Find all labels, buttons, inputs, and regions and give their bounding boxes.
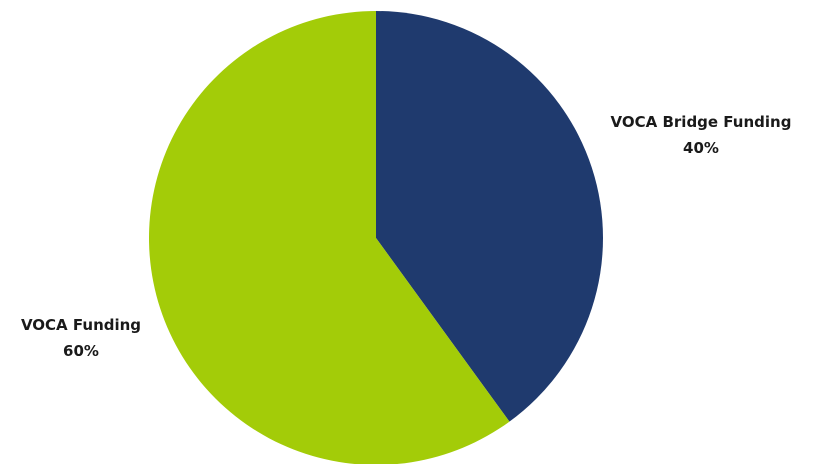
pie-slice-voca-bridge-funding xyxy=(376,11,603,422)
slice-label-group-voca: VOCA Funding 60% xyxy=(21,316,141,360)
pie-slices xyxy=(149,11,603,464)
slice-label-group-bridge: VOCA Bridge Funding 40% xyxy=(611,113,792,157)
slice-value-label: 40% xyxy=(683,139,719,157)
pie-slice-voca-funding xyxy=(149,11,510,464)
slice-category-label: VOCA Funding xyxy=(21,316,141,334)
slice-category-label: VOCA Bridge Funding xyxy=(611,113,792,131)
slice-value-label: 60% xyxy=(63,342,99,360)
